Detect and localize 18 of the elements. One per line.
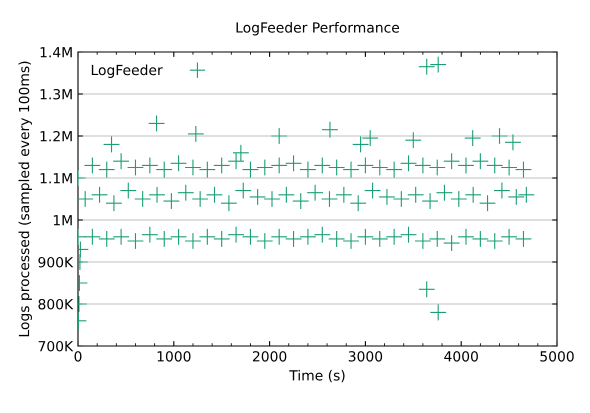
legend-label: LogFeeder bbox=[92, 64, 163, 78]
x-axis-title: Time (s) bbox=[289, 370, 345, 382]
y-tick-label: 700K bbox=[38, 340, 74, 352]
x-tick-label: 4000 bbox=[444, 351, 478, 362]
x-tick-label: 0 bbox=[74, 351, 82, 362]
y-tick-label: 1.4M bbox=[40, 47, 72, 58]
x-tick-label: 1000 bbox=[158, 351, 191, 362]
y-tick-label: 1.3M bbox=[40, 88, 72, 100]
y-tick-label: 900K bbox=[38, 256, 74, 268]
x-tick-label: 2000 bbox=[252, 351, 286, 362]
x-tick-label: 5000 bbox=[540, 351, 574, 362]
y-tick-label: 1.1M bbox=[40, 173, 72, 184]
x-tick-label: 3000 bbox=[348, 351, 382, 362]
y-tick-label: 1M bbox=[54, 215, 72, 226]
chart-title: LogFeeder Performance bbox=[236, 22, 400, 36]
y-axis-title: Logs processed (sampled every 100ms) bbox=[18, 62, 32, 336]
y-tick-label: 800K bbox=[38, 298, 74, 310]
y-tick-label: 1.2M bbox=[40, 130, 72, 142]
